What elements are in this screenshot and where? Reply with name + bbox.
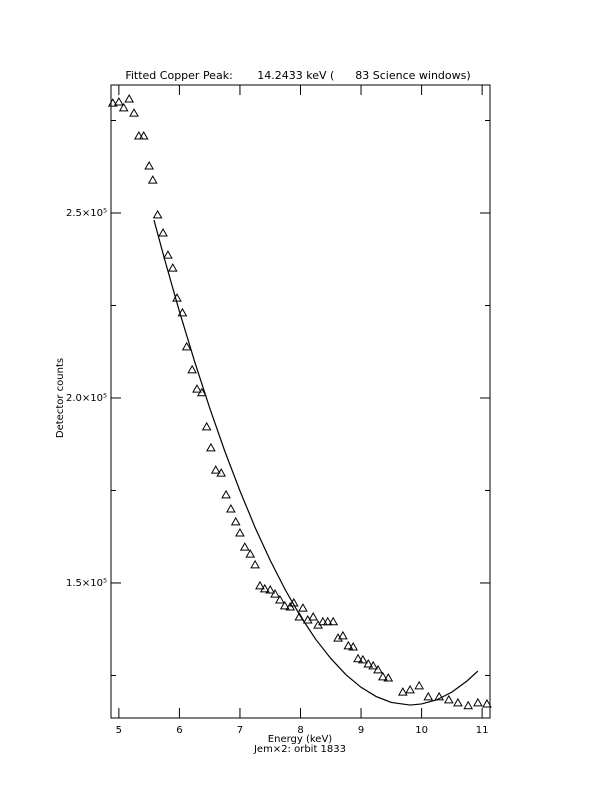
data-point <box>259 583 270 593</box>
x-tick-label: 10 <box>415 725 428 736</box>
data-point <box>357 654 368 664</box>
data-point <box>216 468 227 477</box>
data-point <box>245 549 256 558</box>
data-point <box>163 250 173 259</box>
x-axis-label: Energy (keV) <box>268 734 333 745</box>
data-point <box>453 697 463 707</box>
data-point <box>414 680 425 690</box>
data-point <box>270 589 280 598</box>
data-point <box>298 603 308 612</box>
data-point <box>152 209 163 219</box>
data-point <box>133 131 144 140</box>
data-point <box>221 489 231 499</box>
x-tick-label: 8 <box>297 725 303 736</box>
y-tick-label: 1.5×10⁵ <box>66 578 107 589</box>
y-tick-label: 2.5×10⁵ <box>66 208 107 219</box>
x-tick-label: 6 <box>176 725 182 736</box>
data-point <box>405 684 415 694</box>
data-point <box>322 616 333 626</box>
x-tick-label: 5 <box>116 725 122 736</box>
data-point <box>343 640 354 650</box>
data-point <box>482 698 492 708</box>
data-point <box>226 503 236 513</box>
data-point <box>187 364 197 374</box>
data-point <box>377 671 388 681</box>
data-point <box>463 700 474 710</box>
data-point <box>124 94 135 103</box>
data-point <box>144 161 155 170</box>
subtitle: Jem×2: orbit 1833 <box>253 744 346 755</box>
data-point <box>473 697 483 707</box>
data-point <box>196 387 207 397</box>
data-point <box>265 584 276 594</box>
data-point <box>147 175 158 184</box>
data-point <box>250 559 260 569</box>
x-tick-label: 7 <box>237 725 243 736</box>
data-point <box>434 691 445 701</box>
data-point <box>114 97 124 106</box>
data-point <box>129 108 139 117</box>
data-point <box>177 307 188 317</box>
data-point <box>192 384 202 393</box>
data-point <box>255 580 265 590</box>
data-point <box>275 594 285 604</box>
data-point <box>363 658 374 668</box>
chart-title: Fitted Copper Peak: 14.2433 keV ( 83 Sci… <box>125 69 470 82</box>
data-point <box>279 600 290 610</box>
data-point <box>383 673 394 682</box>
data-point <box>285 602 296 611</box>
data-point <box>328 616 339 626</box>
data-point <box>397 687 408 696</box>
data-point <box>423 691 434 701</box>
data-point <box>210 465 221 474</box>
data-point <box>118 102 129 112</box>
data-point <box>167 263 178 272</box>
data-point <box>348 641 359 651</box>
data-point <box>373 664 383 674</box>
data-point <box>158 227 168 237</box>
y-tick-label: 2.0×10⁵ <box>66 393 107 404</box>
x-tick-label: 9 <box>358 725 364 736</box>
fit-line <box>153 219 479 706</box>
data-point <box>338 630 348 640</box>
y-axis-label: Detector counts <box>55 358 66 438</box>
data-point <box>206 442 216 452</box>
data-point <box>235 528 245 537</box>
data-point <box>107 98 118 107</box>
data-point <box>230 516 241 526</box>
data-point <box>443 694 454 704</box>
data-point <box>181 341 192 351</box>
x-tick-label: 11 <box>476 725 489 736</box>
data-point <box>368 660 379 670</box>
data-point <box>353 653 363 663</box>
data-point <box>138 131 149 140</box>
data-point <box>201 421 212 431</box>
data-point <box>239 542 250 551</box>
data-point <box>288 597 299 607</box>
data-point <box>308 611 319 621</box>
data-point <box>318 616 328 626</box>
